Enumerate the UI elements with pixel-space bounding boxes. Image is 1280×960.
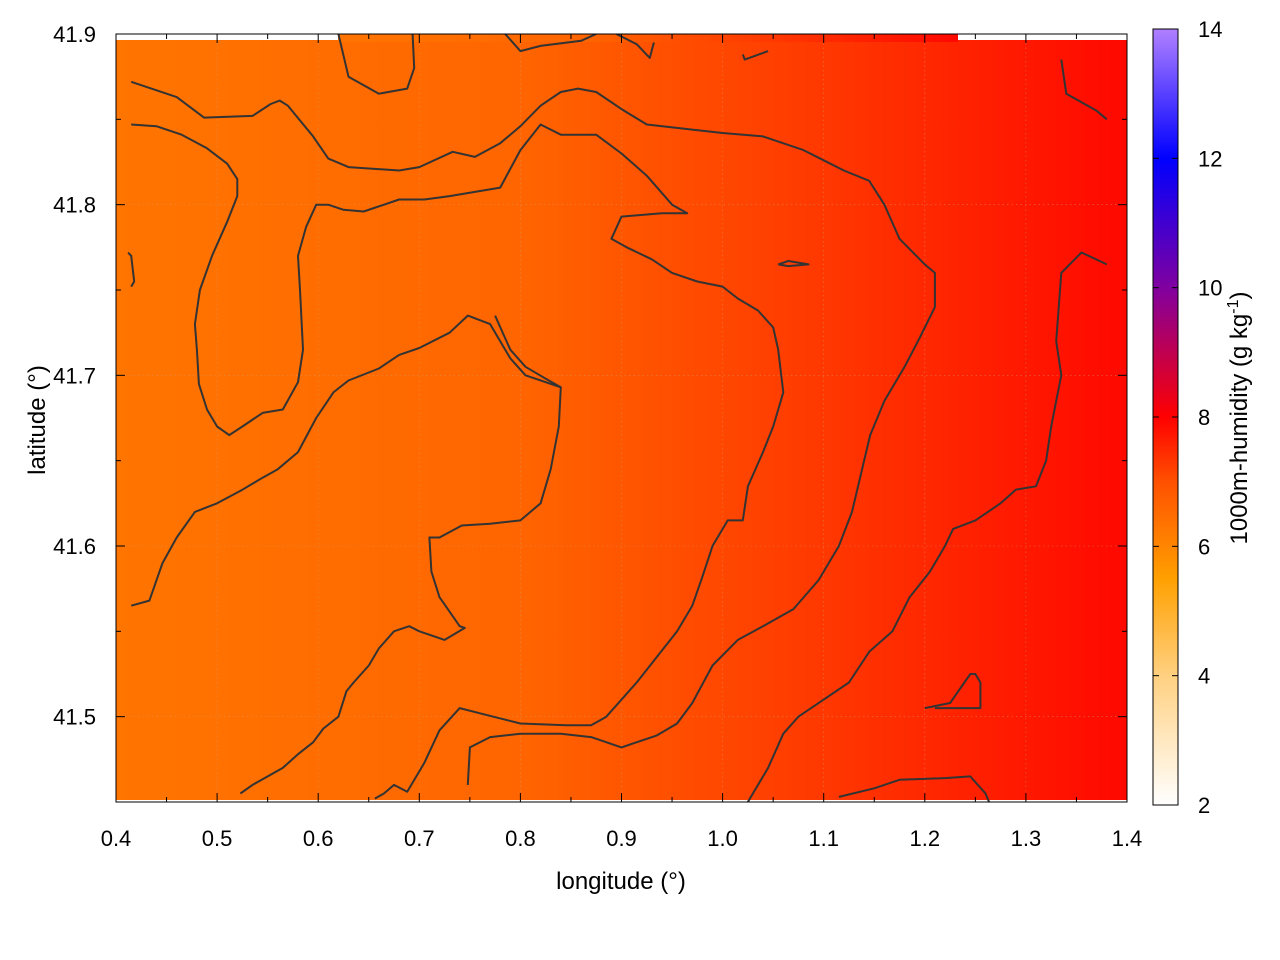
colorbar-tick-label: 8 xyxy=(1198,405,1210,430)
colorbar-tick-label: 4 xyxy=(1198,664,1210,689)
y-tick-label: 41.9 xyxy=(53,22,96,47)
colorbar-tick-label: 6 xyxy=(1198,534,1210,559)
contour-line xyxy=(130,314,562,795)
colorbar-label-main: 1000m-humidity (g kg xyxy=(1226,314,1253,545)
y-ticks: 41.5 41.6 41.7 41.8 41.9 xyxy=(53,22,1127,803)
contour-line xyxy=(131,123,785,800)
contour-line xyxy=(741,50,769,61)
colorbar-tick-label: 12 xyxy=(1198,146,1222,171)
colorbar-tick-label: 10 xyxy=(1198,276,1222,301)
y-axis-label: latitude (°) xyxy=(24,365,51,475)
contour-line xyxy=(838,775,991,802)
y-tick-label: 41.5 xyxy=(53,705,96,730)
contour-line xyxy=(504,34,597,53)
x-tick-label: 1.3 xyxy=(1011,826,1042,851)
humidity-field-top-patch xyxy=(338,34,958,42)
x-tick-label: 1.0 xyxy=(707,826,738,851)
contour-line xyxy=(127,251,136,288)
x-tick-label: 1.4 xyxy=(1112,826,1143,851)
x-axis-label: longitude (°) xyxy=(556,868,686,895)
colorbar-ticks: 2 4 6 8 10 12 14 xyxy=(1153,17,1222,818)
y-tick-label: 41.6 xyxy=(53,534,96,559)
contour-line xyxy=(777,260,810,268)
contour-line xyxy=(615,34,655,59)
x-tick-label: 1.2 xyxy=(910,826,941,851)
x-tick-label: 0.7 xyxy=(404,826,435,851)
contour-line xyxy=(130,80,936,785)
contour-line xyxy=(1044,801,1046,802)
colorbar-label-sup: -1 xyxy=(1225,299,1242,313)
colorbar-label: 1000m-humidity (g kg-1) xyxy=(1225,292,1253,545)
colorbar-tick-label: 2 xyxy=(1198,793,1210,818)
colorbar-tick-label: 14 xyxy=(1198,17,1222,42)
contour-line xyxy=(494,315,562,389)
x-tick-label: 0.5 xyxy=(202,826,233,851)
x-tick-label: 0.4 xyxy=(101,826,132,851)
x-tick-label: 0.8 xyxy=(505,826,536,851)
colorbar-label-end: ) xyxy=(1226,292,1253,300)
x-ticks: 0.4 0.5 0.6 0.7 0.8 0.9 1.0 1.1 1.2 1.3 1.4 xyxy=(101,34,1143,851)
contour-line xyxy=(1060,59,1108,121)
contour-line xyxy=(746,251,1108,802)
x-tick-label: 0.6 xyxy=(303,826,334,851)
x-tick-label: 1.1 xyxy=(808,826,839,851)
plot-area: 0.4 0.5 0.6 0.7 0.8 0.9 1.0 1.1 1.2 1.3 1.4 41.541… xyxy=(53,22,1142,851)
contour-line xyxy=(337,34,416,95)
y-tick-label: 41.7 xyxy=(53,363,96,388)
contour-line xyxy=(924,673,982,710)
colorbar: 2 4 6 8 10 12 14 1000m-humidity (g kg-1) xyxy=(1152,17,1253,818)
y-tick-label: 41.8 xyxy=(53,193,96,218)
contour-lines xyxy=(127,34,1108,802)
x-tick-label: 0.9 xyxy=(606,826,637,851)
